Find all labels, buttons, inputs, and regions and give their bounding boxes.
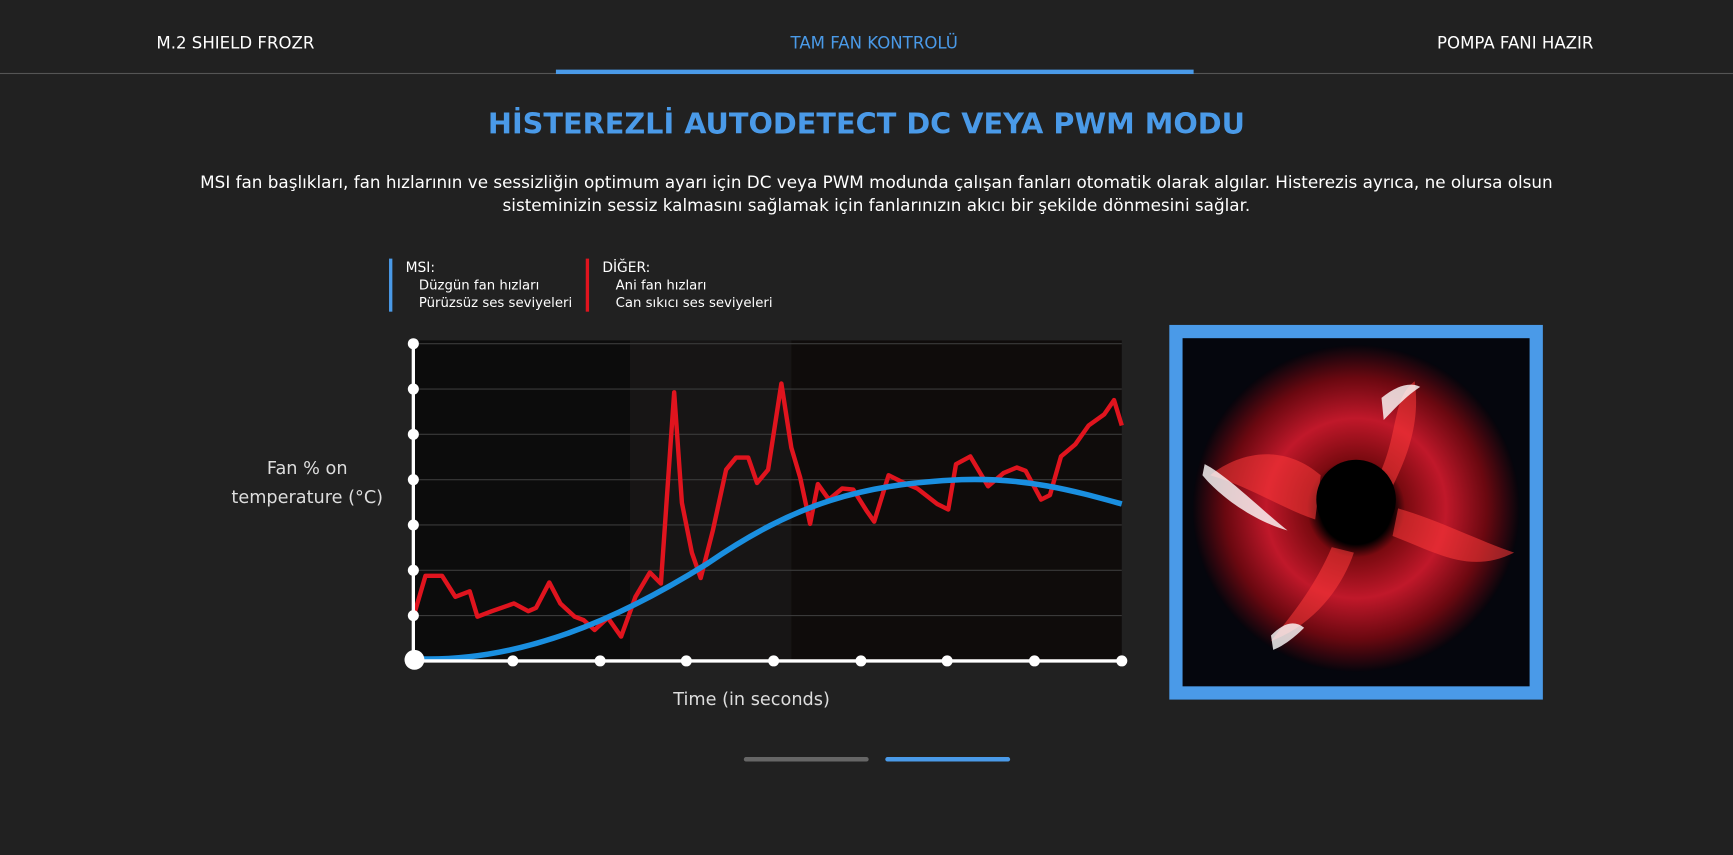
legend-item: Can sıkıcı ses seviyeleri (615, 295, 773, 311)
carousel-dot[interactable] (743, 757, 869, 762)
y-axis-label: Fan % on (267, 459, 348, 479)
axis-dots (404, 338, 1128, 670)
legend-item: Pürüzsüz ses seviyeleri (418, 295, 573, 311)
other-line (412, 381, 1124, 639)
legend-other: DİĞER: Ani fan hızları Can sıkıcı ses se… (585, 258, 773, 312)
legend-msi: MSI: Düzgün fan hızları Pürüzsüz ses sev… (389, 258, 573, 312)
y-axis-label: temperature (°C) (231, 488, 383, 508)
description: MSI fan başlıkları, fan hızlarının ve se… (200, 172, 1553, 216)
legend-title: MSI: (405, 258, 436, 276)
legend-title: DİĞER: (602, 258, 651, 276)
msi-curve (414, 476, 1123, 662)
axes (411, 342, 1122, 663)
tab[interactable]: M.2 SHIELD FROZR (156, 33, 315, 54)
x-axis-label: Time (in seconds) (672, 690, 830, 710)
chart-background (412, 340, 1122, 661)
legend-item: Ani fan hızları (615, 277, 707, 293)
active-tab-indicator (555, 69, 1194, 75)
tab[interactable]: TAM FAN KONTROLÜ (790, 33, 958, 54)
carousel-dot-active[interactable] (885, 757, 1011, 762)
heading: HİSTEREZLİ AUTODETECT DC VEYA PWM MODU (487, 108, 1246, 142)
fan-image (1169, 324, 1543, 700)
legend-item: Düzgün fan hızları (418, 277, 540, 293)
tab[interactable]: POMPA FANI HAZIR (1437, 33, 1594, 54)
